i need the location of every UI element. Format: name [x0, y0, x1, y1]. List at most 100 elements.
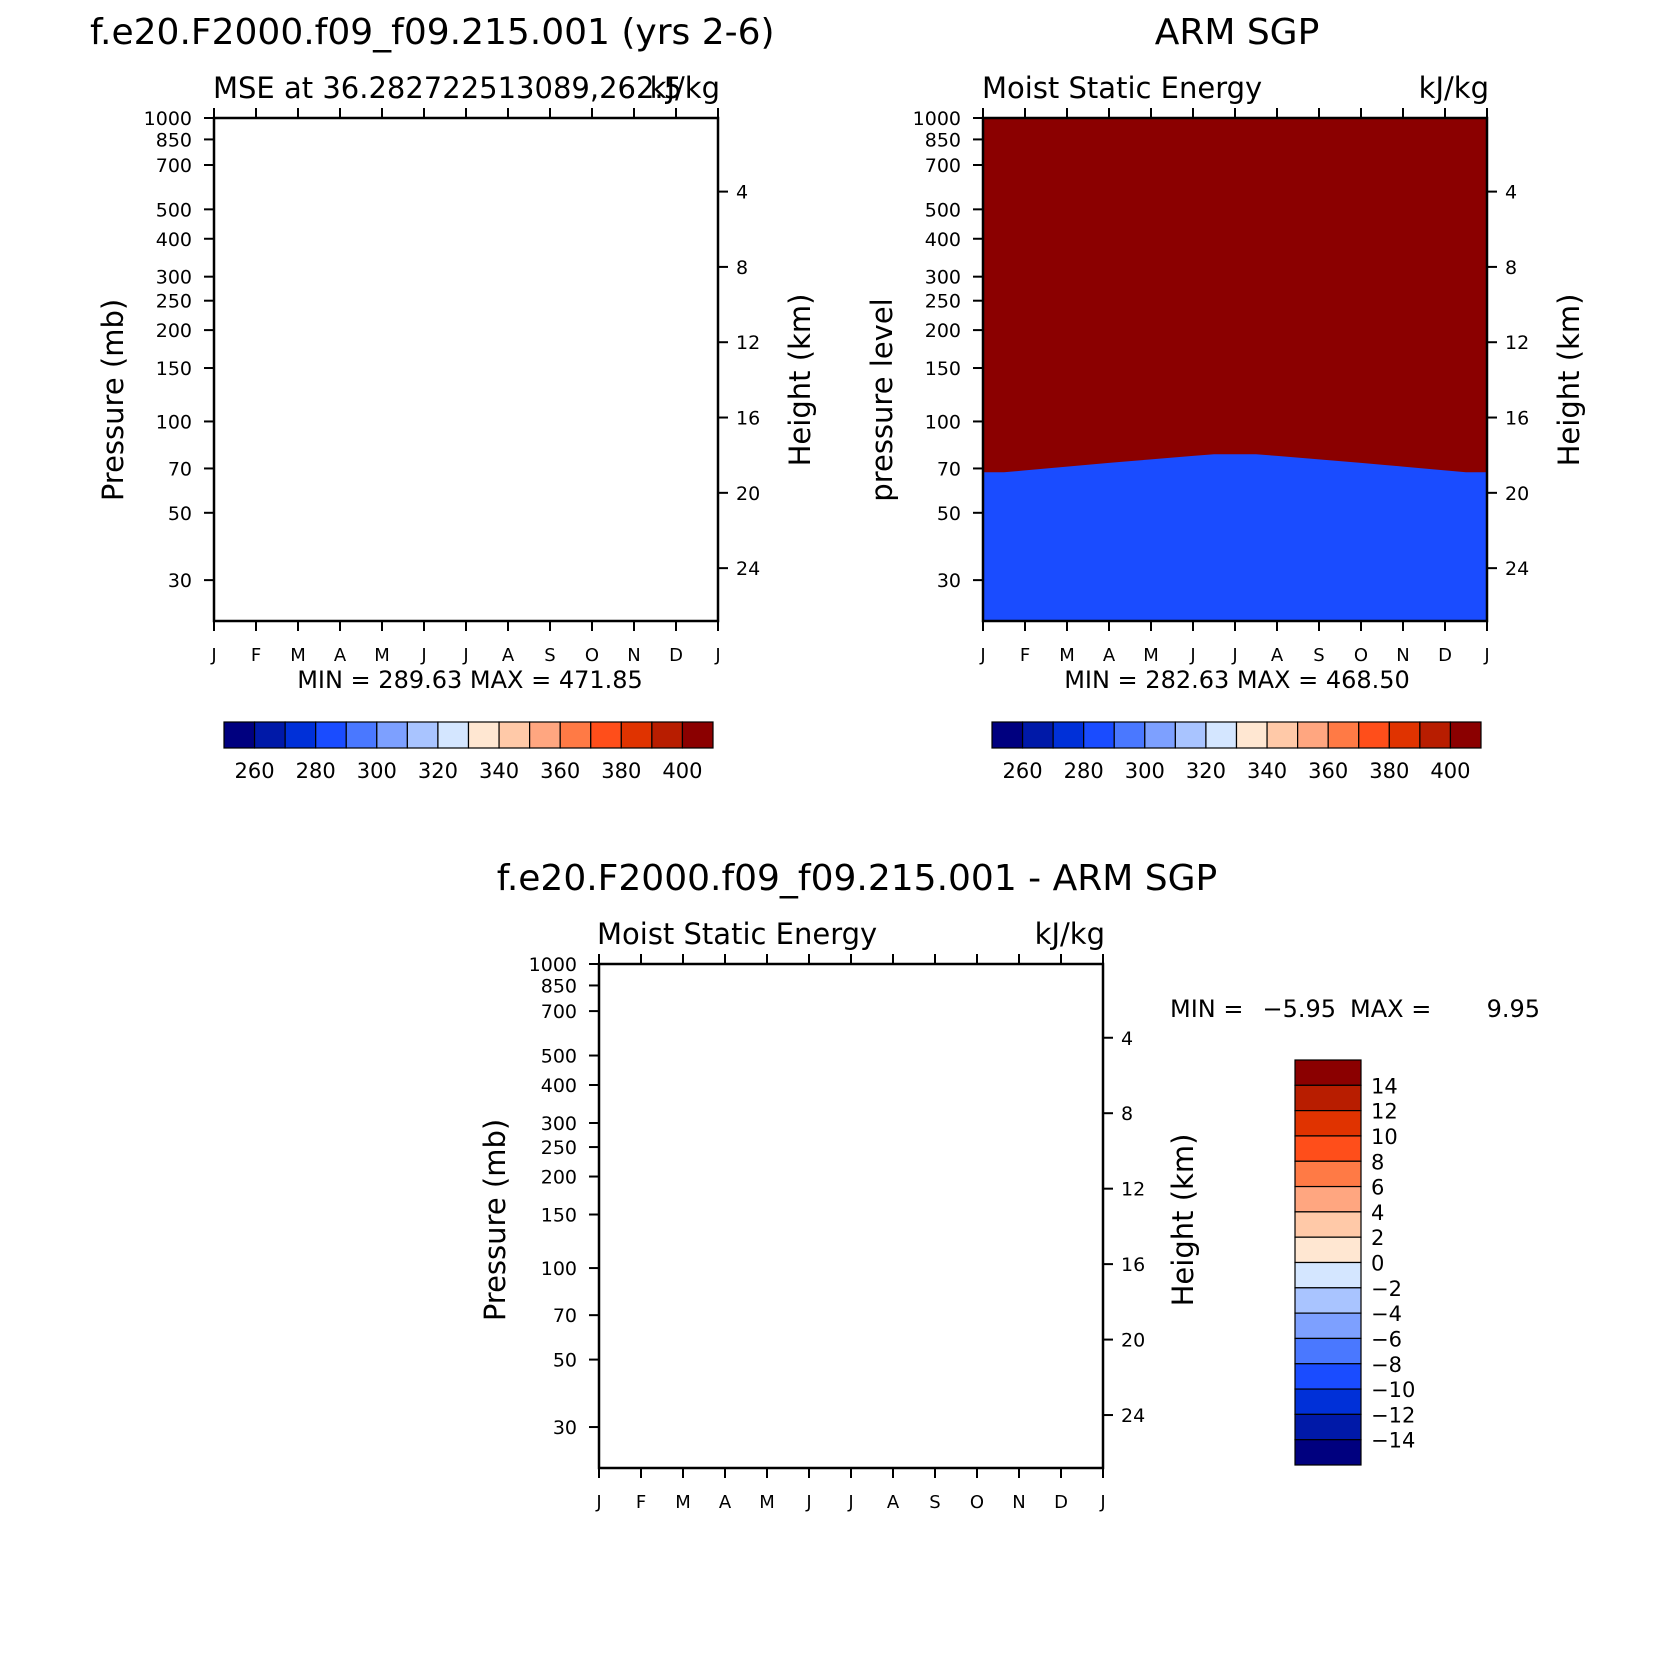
- colorbar-swatch: [1266, 721, 1299, 749]
- colorbar-swatch: [1294, 1337, 1362, 1365]
- colorbar-swatch: [1083, 721, 1115, 749]
- right-y-tick-label: 12: [1505, 332, 1529, 354]
- x-tick-label: S: [544, 645, 555, 666]
- colorbar-label: 280: [296, 759, 336, 783]
- min-max-label: MIN = −5.95 MAX = 9.95: [1170, 995, 1540, 1023]
- colorbar-swatch: [376, 721, 408, 749]
- colorbar-label: −14: [1371, 1429, 1415, 1453]
- x-tick-label: M: [1059, 645, 1075, 666]
- y-tick-label: 250: [541, 1137, 577, 1159]
- colorbar-swatch: [1327, 721, 1360, 749]
- colorbar-swatch: [1113, 721, 1146, 749]
- right-y-tick-label: 20: [1121, 1330, 1145, 1352]
- colorbar-label: −10: [1371, 1378, 1415, 1402]
- colorbar-label: 260: [235, 759, 275, 783]
- colorbar-swatch: [284, 721, 317, 749]
- x-tick-label: M: [290, 645, 306, 666]
- panel-arm-sgp-mse: ARM SGP Moist Static Energy kJ/kg 30 50 70…: [865, 12, 1586, 783]
- colorbar-swatch: [1419, 721, 1452, 749]
- right-y-tick-label: 12: [1121, 1179, 1145, 1201]
- y-tick-label: 200: [156, 320, 192, 342]
- colorbar-swatch: [1388, 721, 1421, 749]
- min-max-label: MIN = 289.63 MAX = 471.85: [297, 666, 643, 694]
- colorbar-swatch: [559, 721, 592, 749]
- y-tick-label: 100: [156, 411, 192, 433]
- x-tick-label: D: [669, 645, 683, 666]
- x-tick-label: A: [334, 645, 347, 666]
- colorbar-label: 0: [1371, 1252, 1384, 1276]
- colorbar-swatch: [1294, 1185, 1362, 1213]
- colorbar-label: 2: [1371, 1226, 1384, 1250]
- y-tick-label: 30: [553, 1417, 577, 1439]
- y-axis-label-pressure: pressure level: [865, 298, 899, 501]
- y-tick-label: 30: [937, 570, 961, 592]
- colorbar-label: −8: [1371, 1353, 1402, 1377]
- x-tick-label: M: [675, 1492, 691, 1513]
- x-tick-label: S: [1313, 645, 1324, 666]
- y-tick-label: 50: [168, 503, 192, 525]
- colorbar-swatch: [1294, 1261, 1362, 1289]
- colorbar-swatch: [590, 721, 622, 749]
- y-axis-label-height: Height (km): [1166, 1134, 1200, 1307]
- min-label: MIN =: [1170, 995, 1243, 1023]
- right-y-tick-label: 4: [736, 182, 748, 204]
- colorbar-swatch: [1297, 721, 1329, 749]
- min-value: −5.95: [1262, 995, 1336, 1023]
- x-tick-label: J: [714, 645, 720, 666]
- panel-subtitle-right: kJ/kg: [1419, 71, 1489, 105]
- y-tick-label: 400: [541, 1075, 577, 1097]
- y-tick-label: 700: [156, 155, 192, 177]
- x-tick-label: F: [251, 645, 261, 666]
- colorbar-swatch: [1144, 721, 1176, 749]
- x-tick-label: J: [1099, 1492, 1105, 1513]
- right-y-tick-label: 8: [736, 257, 748, 279]
- right-y-tick-label: 4: [1505, 182, 1517, 204]
- colorbar-swatch: [223, 721, 256, 749]
- colorbar-swatch: [1294, 1363, 1362, 1390]
- x-tick-label: A: [887, 1492, 900, 1513]
- x-tick-label: O: [970, 1492, 984, 1513]
- colorbar-label: 380: [1369, 759, 1409, 783]
- right-y-tick-label: 16: [1121, 1254, 1145, 1276]
- y-tick-label: 150: [156, 358, 192, 380]
- panel-model-mse: f.e20.F2000.f09_f09.215.001 (yrs 2-6) MS…: [90, 12, 817, 783]
- x-tick-label: O: [1354, 645, 1368, 666]
- x-tick-label: A: [1103, 645, 1116, 666]
- colorbar-label: 320: [1186, 759, 1226, 783]
- x-tick-label: F: [636, 1492, 646, 1513]
- right-y-tick-label: 8: [1505, 257, 1517, 279]
- colorbar-label: 360: [1308, 759, 1348, 783]
- colorbar-label: 320: [418, 759, 458, 783]
- y-tick-label: 200: [925, 320, 961, 342]
- right-y-tick-label: 4: [1121, 1028, 1133, 1050]
- contour-fills: [983, 118, 1487, 621]
- y-tick-label: 500: [156, 199, 192, 221]
- x-tick-label: J: [1231, 645, 1237, 666]
- x-tick-label: J: [462, 645, 468, 666]
- y-tick-label: 50: [553, 1350, 577, 1372]
- y-tick-label: 300: [156, 267, 192, 289]
- colorbar-label: 14: [1371, 1074, 1398, 1098]
- y-tick-label: 100: [925, 411, 961, 433]
- y-axis-label-height: Height (km): [1552, 294, 1586, 467]
- colorbar-swatch: [651, 721, 684, 749]
- right-y-tick-label: 24: [1505, 558, 1529, 580]
- y-tick-label: 700: [541, 1001, 577, 1023]
- right-y-tick-label: 16: [1505, 408, 1529, 430]
- colorbar-swatch: [1294, 1236, 1362, 1264]
- colorbar-swatch: [1294, 1110, 1362, 1137]
- colorbar-swatch: [345, 721, 378, 749]
- panel-subtitle-left: MSE at 36.282722513089,262.5: [213, 71, 682, 105]
- panel-main-title: ARM SGP: [1155, 12, 1320, 53]
- y-tick-label: 70: [937, 458, 961, 480]
- y-tick-label: 70: [553, 1305, 577, 1327]
- colorbar: 260 280 300 320 340 360 380 400: [991, 721, 1482, 783]
- colorbar-swatch: [253, 721, 286, 749]
- colorbar-label: 360: [540, 759, 580, 783]
- colorbar-swatch: [1294, 1312, 1362, 1340]
- x-tick-label: J: [420, 645, 426, 666]
- x-tick-label: M: [1143, 645, 1159, 666]
- colorbar-label: −4: [1371, 1302, 1402, 1326]
